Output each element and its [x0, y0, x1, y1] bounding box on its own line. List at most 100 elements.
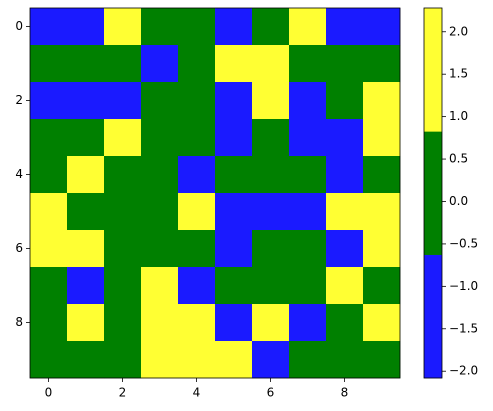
- cell: [363, 267, 401, 305]
- cell: [215, 8, 253, 46]
- y-tick-label: 6: [15, 241, 23, 255]
- cell: [252, 193, 290, 231]
- cell: [215, 193, 253, 231]
- y-tick-label: 4: [15, 167, 23, 181]
- cell: [289, 45, 327, 83]
- y-tick-label: 0: [15, 19, 23, 33]
- colorbar-tick-label: −2.0: [449, 364, 478, 378]
- cell: [178, 8, 216, 46]
- cell: [178, 45, 216, 83]
- cell: [289, 82, 327, 120]
- x-tick-label: 8: [341, 386, 349, 400]
- cell: [363, 193, 401, 231]
- cell: [289, 341, 327, 379]
- cell: [252, 230, 290, 268]
- x-tick-label: 2: [119, 386, 127, 400]
- cell: [326, 8, 364, 46]
- plot-frame: [29, 7, 401, 379]
- cell: [30, 156, 68, 194]
- cell: [326, 119, 364, 157]
- cell: [363, 119, 401, 157]
- cell: [215, 230, 253, 268]
- cell: [104, 82, 142, 120]
- cell: [215, 45, 253, 83]
- cell: [141, 119, 179, 157]
- cell: [178, 267, 216, 305]
- cell: [363, 8, 401, 46]
- cell: [67, 156, 105, 194]
- cell: [178, 119, 216, 157]
- cell: [252, 341, 290, 379]
- colorbar-tick-label: −1.0: [449, 279, 478, 293]
- cell: [289, 156, 327, 194]
- cell: [30, 45, 68, 83]
- cell: [104, 119, 142, 157]
- cell: [67, 82, 105, 120]
- colorbar-tick-label: 1.0: [449, 109, 468, 123]
- cell: [104, 341, 142, 379]
- cell: [252, 267, 290, 305]
- cell: [215, 156, 253, 194]
- cell: [215, 304, 253, 342]
- colorbar-tick-label: −1.5: [449, 321, 478, 335]
- cell: [252, 45, 290, 83]
- cell: [252, 156, 290, 194]
- cell: [30, 341, 68, 379]
- cell: [289, 119, 327, 157]
- cell: [326, 267, 364, 305]
- cell: [252, 304, 290, 342]
- cell: [363, 82, 401, 120]
- colorbar-tick-label: 0.0: [449, 194, 468, 208]
- cell: [178, 193, 216, 231]
- cell: [178, 156, 216, 194]
- cell: [289, 304, 327, 342]
- cell: [141, 341, 179, 379]
- cell: [67, 267, 105, 305]
- cell: [363, 156, 401, 194]
- cell: [252, 8, 290, 46]
- cell: [67, 119, 105, 157]
- cell: [215, 341, 253, 379]
- cell: [326, 82, 364, 120]
- cell: [326, 193, 364, 231]
- cell: [104, 8, 142, 46]
- cell: [363, 304, 401, 342]
- cell: [215, 267, 253, 305]
- cell: [104, 267, 142, 305]
- cell: [363, 341, 401, 379]
- cell: [67, 304, 105, 342]
- cell: [141, 45, 179, 83]
- colorbar-tick-label: 1.5: [449, 67, 468, 81]
- cell: [252, 82, 290, 120]
- cell: [104, 45, 142, 83]
- cell: [67, 45, 105, 83]
- colorbar-tick-label: 0.5: [449, 152, 468, 166]
- cell: [104, 304, 142, 342]
- cell: [363, 230, 401, 268]
- cell: [104, 156, 142, 194]
- cell: [30, 230, 68, 268]
- cell: [141, 82, 179, 120]
- cell: [326, 45, 364, 83]
- cell: [326, 341, 364, 379]
- cell: [104, 230, 142, 268]
- cell: [67, 230, 105, 268]
- cell: [178, 304, 216, 342]
- cell: [67, 8, 105, 46]
- cell: [178, 82, 216, 120]
- colorbar-segment: [424, 131, 442, 255]
- cell: [289, 230, 327, 268]
- cell: [289, 267, 327, 305]
- cell: [104, 193, 142, 231]
- cell: [67, 341, 105, 379]
- y-tick-label: 8: [15, 315, 23, 329]
- cell: [289, 193, 327, 231]
- cell: [30, 267, 68, 305]
- colorbar-tick-label: 2.0: [449, 24, 468, 38]
- colorbar-segment: [424, 254, 442, 379]
- x-tick-label: 6: [267, 386, 275, 400]
- y-tick-label: 2: [15, 93, 23, 107]
- cell: [363, 45, 401, 83]
- cell: [141, 304, 179, 342]
